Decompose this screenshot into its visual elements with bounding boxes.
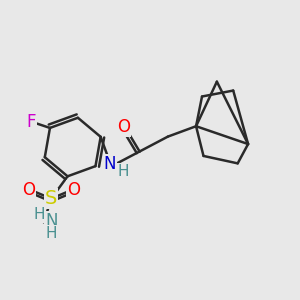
Text: H: H xyxy=(118,164,129,179)
Text: H: H xyxy=(34,207,45,222)
Text: F: F xyxy=(26,113,36,131)
Text: N: N xyxy=(45,212,58,230)
Text: O: O xyxy=(67,181,80,199)
Text: O: O xyxy=(117,118,130,136)
Text: O: O xyxy=(22,181,35,199)
Text: S: S xyxy=(45,189,57,208)
Text: N: N xyxy=(103,155,116,173)
Text: H: H xyxy=(46,226,57,241)
